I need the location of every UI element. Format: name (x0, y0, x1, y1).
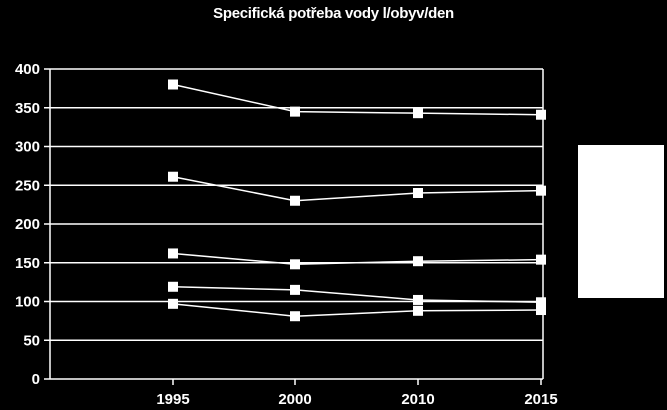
data-point-marker (413, 305, 423, 316)
data-series (168, 79, 546, 322)
data-point-marker (168, 171, 178, 182)
y-tick-label: 400 (15, 61, 40, 78)
data-point-marker (290, 195, 300, 206)
data-point-marker (413, 188, 423, 198)
y-tick-label: 0 (32, 371, 40, 388)
series-line (172, 252, 542, 266)
series-line (172, 175, 542, 202)
data-point-marker (168, 281, 178, 292)
tick-labels: 0 50 100 150 200 250 300 350 400 1995 2000 2010 2015 (15, 61, 558, 408)
data-point-marker (536, 185, 546, 196)
y-tick-label: 50 (23, 332, 40, 349)
y-tick-label: 200 (15, 216, 40, 233)
x-tick-label: 2010 (401, 391, 434, 408)
data-point-marker (168, 248, 178, 259)
series-line (172, 83, 542, 116)
y-tick-label: 350 (15, 100, 40, 117)
data-point-marker (536, 254, 546, 265)
data-point-marker (413, 108, 423, 119)
series-line (172, 303, 542, 317)
axes (44, 68, 544, 385)
x-tick-label: 2000 (278, 391, 311, 408)
data-point-marker (290, 259, 300, 270)
chart-title: Specifická potřeba vody l/obyv/den (213, 5, 454, 22)
data-point-marker (536, 109, 546, 120)
data-point-marker (536, 305, 546, 316)
data-point-marker (290, 284, 300, 295)
data-point-marker (168, 298, 178, 309)
data-point-marker (290, 106, 300, 117)
y-tick-label: 300 (15, 139, 40, 156)
series-line (172, 286, 542, 304)
y-tick-label: 150 (15, 255, 40, 272)
data-point-marker (536, 297, 546, 308)
data-point-marker (413, 294, 423, 305)
data-point-marker (290, 311, 300, 322)
data-point-marker (413, 256, 423, 267)
y-tick-label: 250 (15, 177, 40, 194)
x-tick-label: 1995 (156, 391, 189, 408)
y-tick-label: 100 (15, 294, 40, 311)
legend-box (578, 145, 664, 298)
data-point-marker (168, 79, 178, 90)
x-tick-label: 2015 (524, 391, 557, 408)
